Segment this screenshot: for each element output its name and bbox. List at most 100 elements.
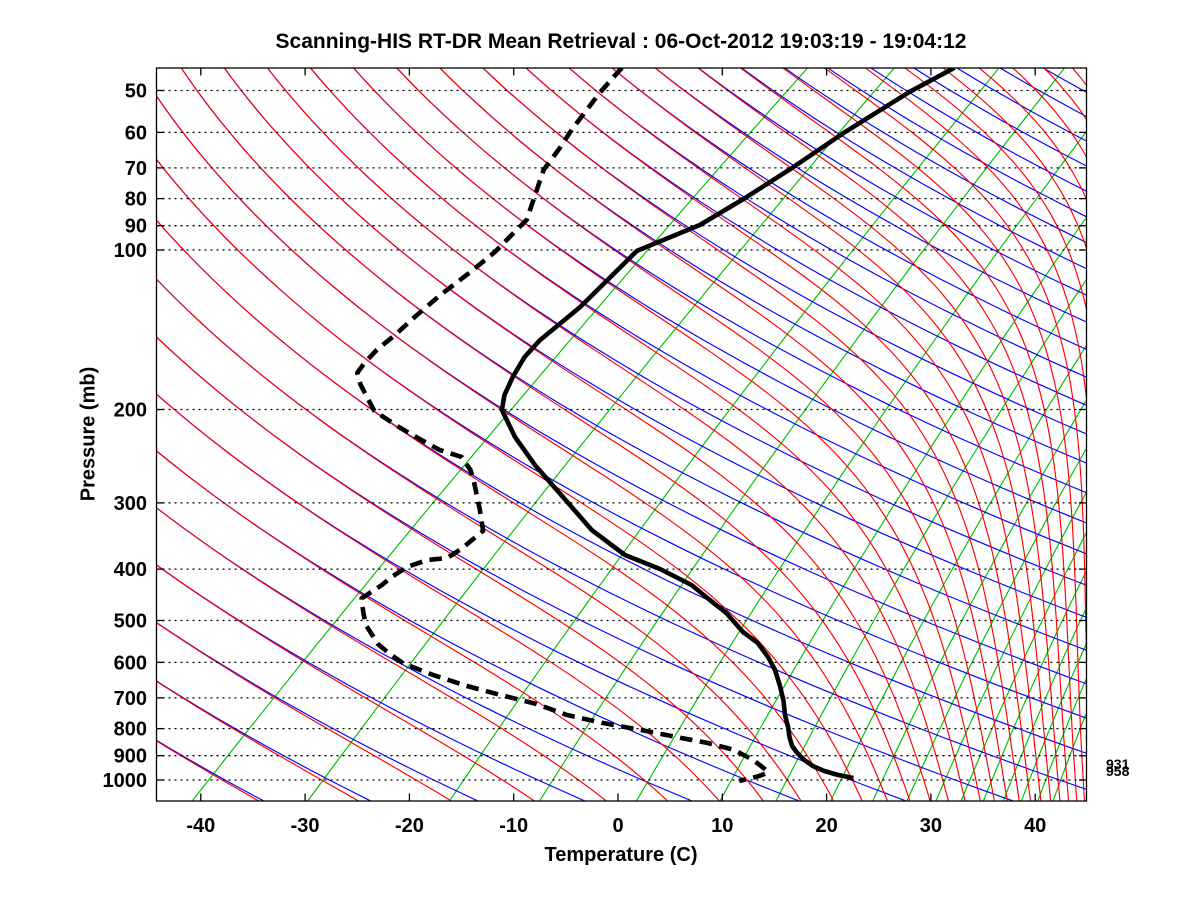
moist-adiabat-line xyxy=(156,680,359,801)
dry-adiabat-line xyxy=(1087,68,1200,801)
moist-adiabat-line xyxy=(156,158,863,801)
y-tick-label: 50 xyxy=(125,80,147,102)
x-tick-label: 30 xyxy=(920,815,942,837)
dry-adiabat-line xyxy=(827,68,1087,218)
dry-adiabat-line xyxy=(156,680,371,801)
moist-adiabat-line xyxy=(396,68,995,801)
mixing-ratio-line xyxy=(636,130,1087,801)
tick-labels: 5060708090100200300400500600700800900100… xyxy=(103,80,1047,837)
dry-adiabat-line xyxy=(784,68,1087,244)
dry-adiabat-line xyxy=(655,68,1087,323)
mixing-ratio-line xyxy=(935,490,1087,801)
dry-adiabat-line xyxy=(913,68,1087,167)
moist-adiabat-line xyxy=(525,68,1032,801)
moist-adiabat-line xyxy=(267,68,949,801)
surface-pressure-annotation-931: 931 xyxy=(1106,755,1130,772)
dry-adiabat-line xyxy=(180,68,1087,651)
y-tick-label: 90 xyxy=(125,216,147,238)
moist-adiabat-line xyxy=(979,68,1087,201)
moist-adiabat-line xyxy=(156,219,835,801)
isobar-gridlines xyxy=(156,89,1087,781)
moist-adiabat-line xyxy=(568,68,1042,801)
dry-adiabat-line xyxy=(870,68,1087,192)
surface-pressure-annotation-958: 958 xyxy=(1106,762,1130,779)
y-axis-title: Pressure (mb) xyxy=(77,366,100,502)
moist-adiabat-line xyxy=(697,68,1070,801)
mixing-ratio-line xyxy=(449,68,1000,801)
y-tick-label: 60 xyxy=(125,122,147,144)
moist-adiabat-line xyxy=(740,68,1078,801)
y-tick-label: 300 xyxy=(114,493,147,515)
dry-adiabat-line xyxy=(156,621,478,801)
x-tick-label: -10 xyxy=(499,815,528,837)
mixing-ratio-line xyxy=(872,399,1087,801)
x-tick-label: 10 xyxy=(711,815,733,837)
moist-adiabat-line xyxy=(905,68,1087,313)
mixing-ratio-line xyxy=(830,344,1087,801)
mixing-ratio-line xyxy=(539,68,1065,801)
dry-adiabats xyxy=(0,68,1200,801)
dry-adiabat-line xyxy=(156,564,585,801)
x-axis-title: Temperature (C) xyxy=(544,844,698,866)
mixing-ratio-line xyxy=(719,216,1087,801)
sounding-profiles xyxy=(355,68,956,784)
y-tick-label: 400 xyxy=(114,559,147,581)
moist-adiabat-line xyxy=(782,68,1086,801)
moist-adiabat-line xyxy=(943,68,1087,251)
moist-adiabat-line xyxy=(654,68,1061,801)
x-tick-label: -40 xyxy=(186,815,215,837)
mixing-ratio-line xyxy=(1037,676,1087,801)
dry-adiabat-line xyxy=(612,68,1087,350)
moist-adiabat-line xyxy=(156,336,764,801)
moist-adiabat-line xyxy=(1043,68,1087,121)
moist-adiabat-line xyxy=(612,68,1052,801)
mixing-ratio-line xyxy=(982,569,1087,801)
moist-adiabat-line xyxy=(224,68,931,801)
moist-adiabat-line xyxy=(156,278,802,801)
moist-adiabat-line xyxy=(156,507,607,801)
moist-adiabat-line xyxy=(156,393,720,801)
y-tick-label: 800 xyxy=(114,719,147,741)
mixing-ratio-line xyxy=(775,278,1087,801)
mixing-ratio-line xyxy=(191,68,808,801)
y-tick-label: 500 xyxy=(114,610,147,632)
dry-adiabat-line xyxy=(0,68,50,801)
x-tick-label: 0 xyxy=(612,815,623,837)
dry-adiabat-line xyxy=(1043,68,1087,93)
moist-adiabats xyxy=(156,68,1087,801)
mixing-ratio-line xyxy=(1020,641,1087,801)
moist-adiabat-line xyxy=(156,450,668,801)
moist-adiabat-line xyxy=(824,68,1087,685)
dry-adiabat-line xyxy=(156,336,1014,801)
moist-adiabat-line xyxy=(353,68,981,801)
moist-adiabat-line xyxy=(1072,68,1087,87)
dry-adiabat-line xyxy=(156,507,693,801)
y-tick-label: 80 xyxy=(125,189,147,211)
dry-adiabat-line xyxy=(156,450,800,801)
mixing-ratio-line xyxy=(906,447,1087,801)
mixing-ratio-line xyxy=(307,68,895,801)
dry-adiabat-line xyxy=(156,158,1087,719)
x-tick-label: -20 xyxy=(395,815,424,837)
mixing-ratio-line xyxy=(1052,711,1087,801)
moist-adiabat-line xyxy=(156,95,888,801)
dry-adiabat-line xyxy=(156,219,1087,754)
x-tick-label: 40 xyxy=(1024,815,1046,837)
plot-border xyxy=(155,67,1088,802)
moist-adiabat-line xyxy=(482,68,1020,801)
x-tick-label: 20 xyxy=(815,815,837,837)
y-tick-label: 70 xyxy=(125,158,147,180)
x-tick-label: -30 xyxy=(291,815,320,837)
moist-adiabat-line xyxy=(156,622,452,801)
y-tick-label: 700 xyxy=(114,688,147,710)
dry-adiabat-line xyxy=(482,68,1087,435)
dry-adiabat-line xyxy=(698,68,1087,296)
dry-adiabat-line xyxy=(1130,68,1200,801)
mixing-ratio-line xyxy=(1002,606,1087,801)
dry-adiabat-line xyxy=(525,68,1087,406)
moist-adiabat-line xyxy=(865,68,1087,405)
moist-adiabat-line xyxy=(156,564,535,801)
dry-adiabat-line xyxy=(569,68,1087,378)
